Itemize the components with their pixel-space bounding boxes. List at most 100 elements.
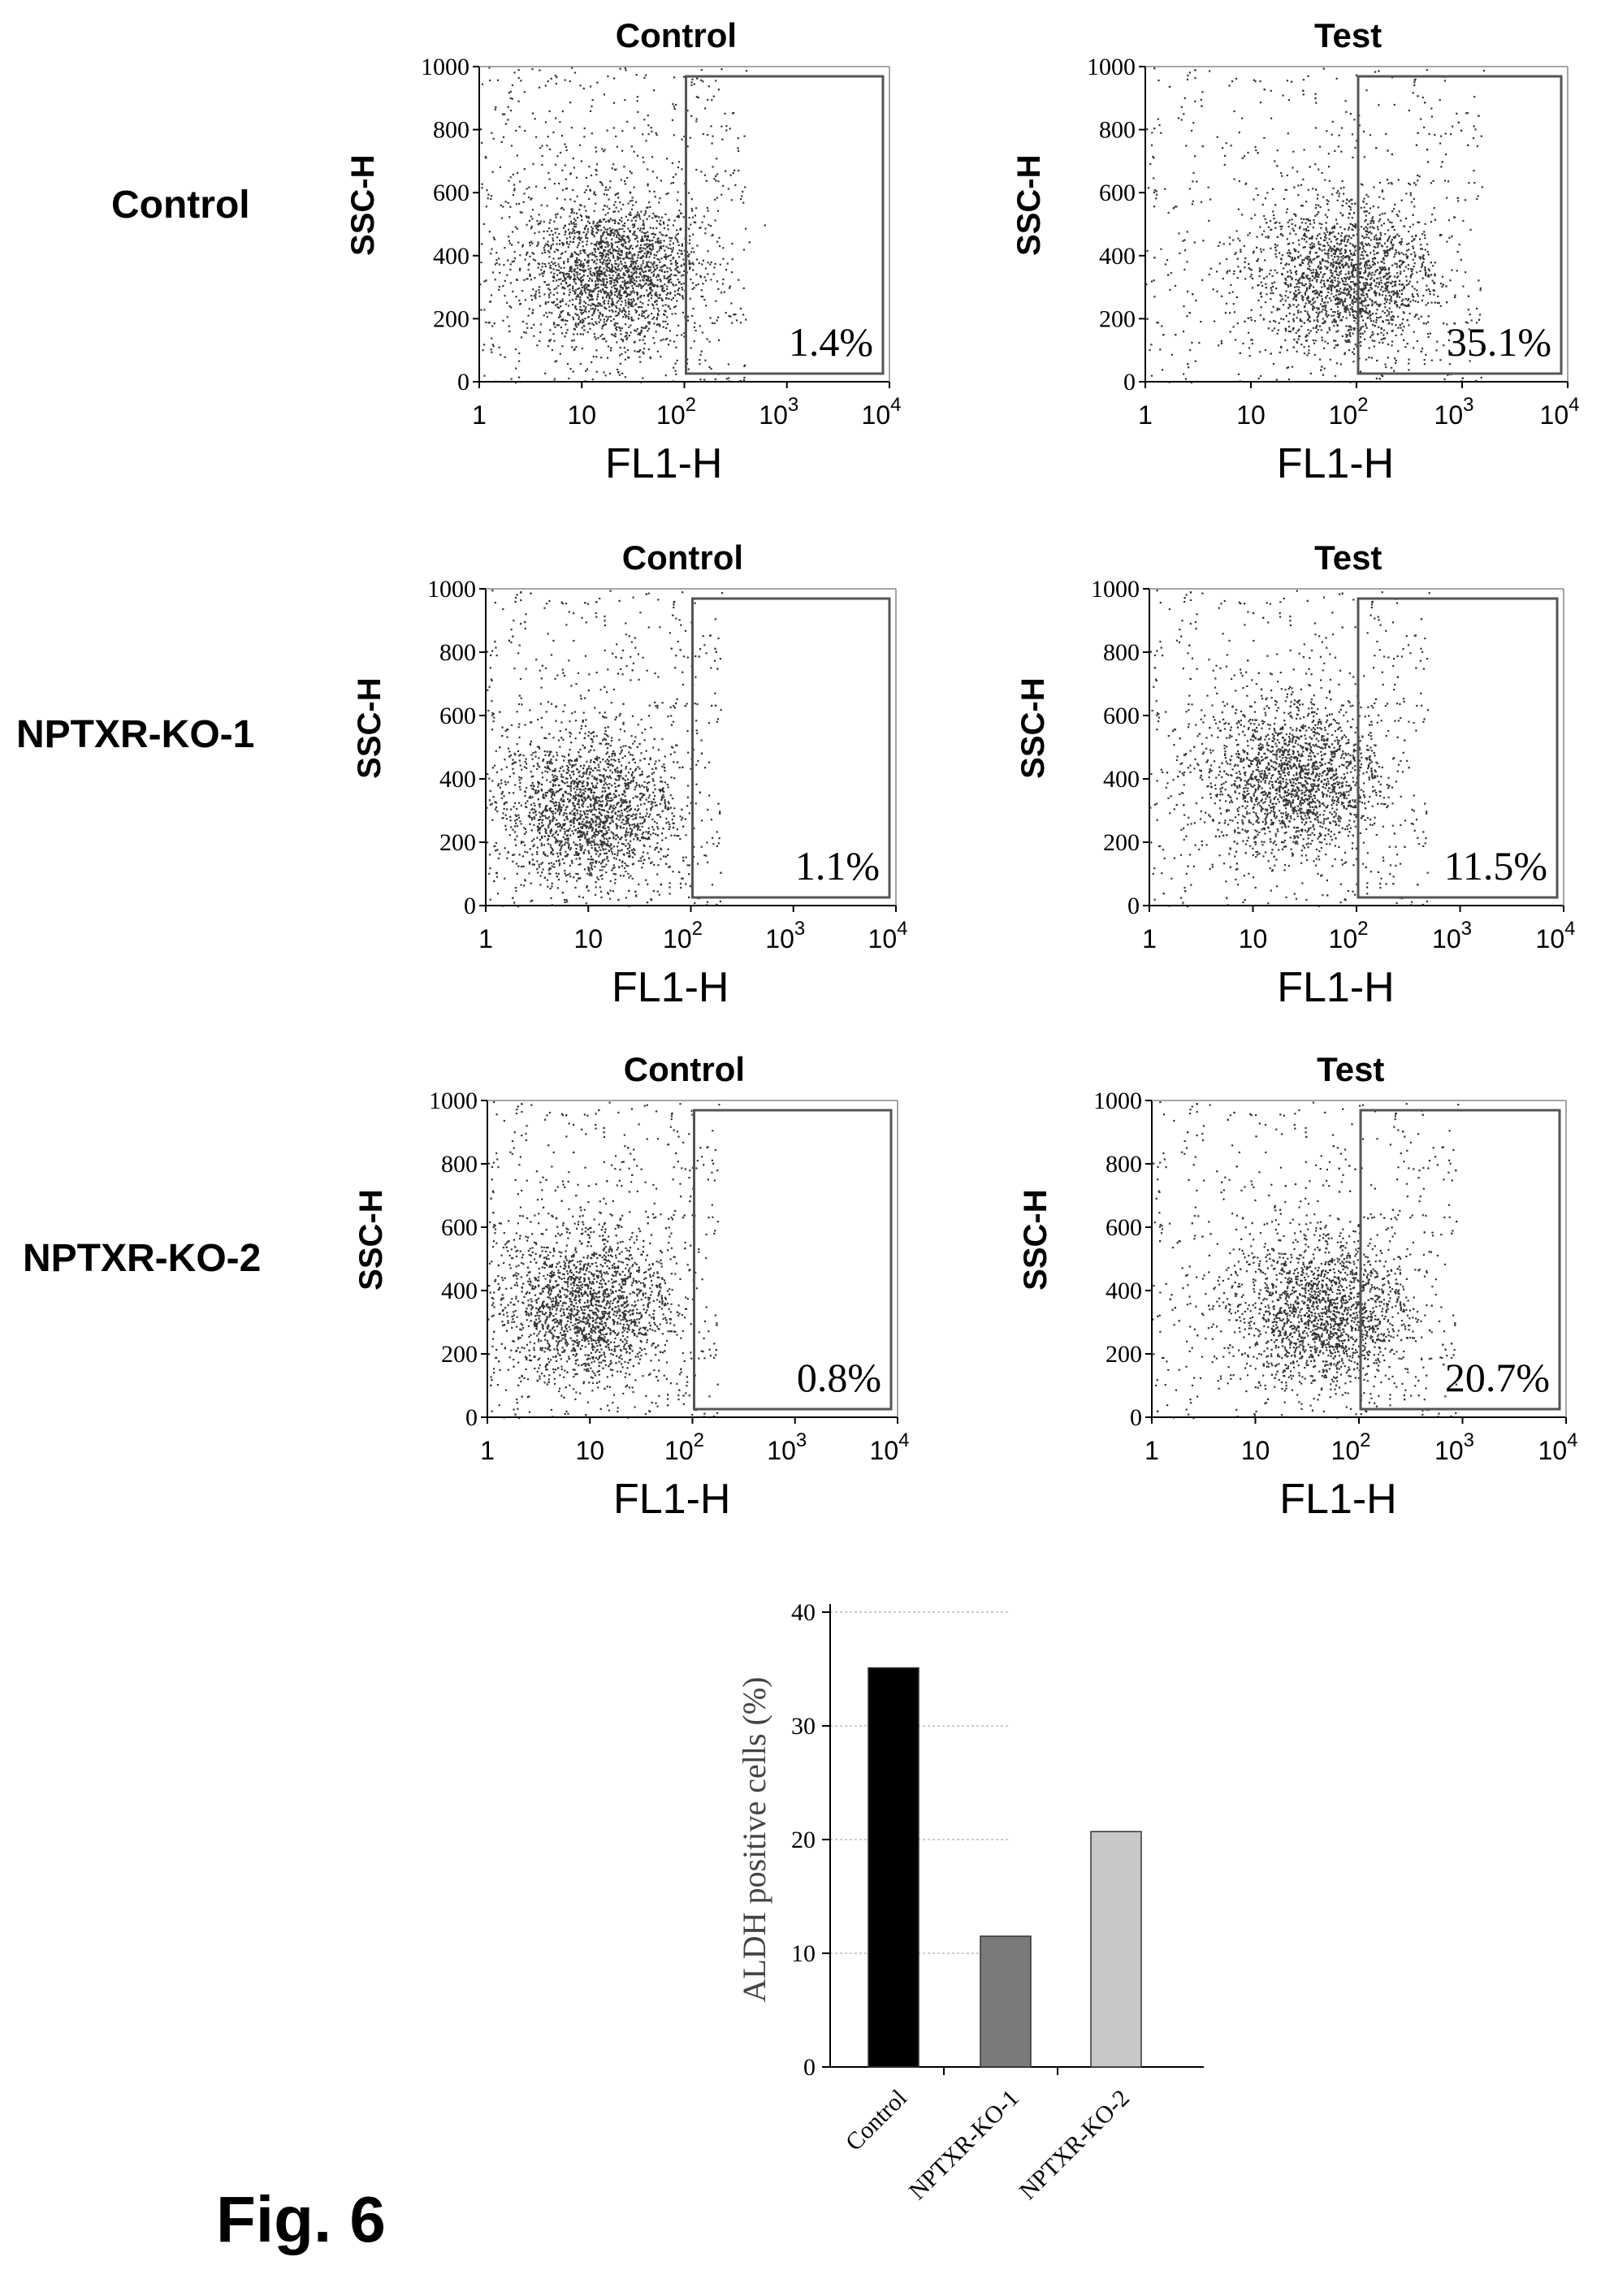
event-dot bbox=[1321, 298, 1323, 301]
event-dot bbox=[1352, 156, 1354, 158]
event-dot bbox=[560, 305, 562, 308]
event-dot bbox=[625, 266, 628, 269]
event-dot bbox=[1260, 292, 1262, 294]
event-dot bbox=[569, 275, 572, 278]
event-dot bbox=[1419, 256, 1421, 258]
event-dot bbox=[1358, 124, 1361, 127]
event-dot bbox=[639, 283, 642, 286]
event-dot bbox=[1326, 241, 1329, 244]
event-dot bbox=[650, 253, 652, 256]
event-dot bbox=[656, 317, 658, 319]
event-dot bbox=[619, 347, 621, 349]
event-dot bbox=[618, 248, 621, 250]
event-dot bbox=[1413, 288, 1416, 290]
event-dot bbox=[561, 271, 564, 274]
event-dot bbox=[639, 218, 642, 220]
event-dot bbox=[581, 313, 583, 315]
event-dot bbox=[651, 263, 654, 266]
event-dot bbox=[1401, 262, 1404, 264]
event-dot bbox=[1400, 326, 1402, 329]
event-dot bbox=[630, 324, 632, 326]
event-dot bbox=[1400, 219, 1402, 222]
event-dot bbox=[483, 309, 486, 311]
event-dot bbox=[655, 254, 657, 257]
event-dot bbox=[603, 150, 605, 153]
event-dot bbox=[707, 210, 709, 212]
event-dot bbox=[626, 287, 629, 289]
event-dot bbox=[513, 251, 516, 253]
event-dot bbox=[1344, 306, 1347, 309]
event-dot bbox=[1164, 188, 1166, 190]
event-dot bbox=[1348, 257, 1351, 259]
event-dot bbox=[569, 256, 572, 258]
event-dot bbox=[1390, 282, 1392, 284]
event-dot bbox=[1412, 299, 1414, 301]
event-dot bbox=[1280, 171, 1283, 175]
event-dot bbox=[571, 304, 574, 306]
event-dot bbox=[669, 292, 672, 294]
event-dot bbox=[642, 285, 645, 288]
gate-percent-label: 1.4% bbox=[789, 319, 873, 365]
event-dot bbox=[662, 221, 664, 223]
event-dot bbox=[571, 208, 573, 210]
event-dot bbox=[560, 326, 562, 329]
event-dot bbox=[676, 262, 678, 265]
event-dot bbox=[603, 321, 605, 323]
event-dot bbox=[688, 217, 690, 219]
event-dot bbox=[575, 271, 578, 274]
event-dot bbox=[633, 269, 635, 271]
event-dot bbox=[628, 269, 630, 271]
event-dot bbox=[1382, 310, 1384, 313]
event-dot bbox=[1251, 343, 1253, 345]
event-dot bbox=[1309, 244, 1312, 246]
event-dot bbox=[1369, 310, 1371, 313]
event-dot bbox=[688, 260, 690, 262]
event-dot bbox=[619, 330, 621, 332]
event-dot bbox=[1412, 258, 1414, 261]
event-dot bbox=[629, 171, 631, 173]
event-dot bbox=[1350, 237, 1352, 240]
event-dot bbox=[1361, 243, 1364, 246]
event-dot bbox=[605, 269, 608, 271]
event-dot bbox=[1343, 283, 1345, 285]
event-dot bbox=[700, 171, 703, 173]
event-dot bbox=[1322, 67, 1325, 70]
event-dot bbox=[1371, 331, 1374, 333]
event-dot bbox=[1391, 315, 1395, 318]
event-dot bbox=[585, 236, 587, 239]
event-dot bbox=[612, 163, 615, 166]
event-dot bbox=[1385, 295, 1387, 297]
event-dot bbox=[1350, 262, 1352, 264]
event-dot bbox=[607, 249, 609, 252]
event-dot bbox=[648, 256, 651, 258]
event-dot bbox=[1341, 301, 1344, 303]
event-dot bbox=[625, 296, 628, 298]
event-dot bbox=[574, 226, 577, 228]
event-dot bbox=[627, 227, 630, 230]
event-dot bbox=[504, 123, 507, 125]
event-dot bbox=[628, 302, 630, 305]
event-dot bbox=[1318, 311, 1321, 313]
event-dot bbox=[659, 247, 661, 249]
event-dot bbox=[1382, 341, 1384, 344]
event-dot bbox=[617, 250, 620, 253]
event-dot bbox=[1345, 235, 1348, 237]
event-dot bbox=[1383, 212, 1386, 214]
event-dot bbox=[588, 197, 591, 201]
event-dot bbox=[519, 254, 521, 257]
event-dot bbox=[1244, 278, 1247, 280]
event-dot bbox=[524, 299, 526, 301]
event-dot bbox=[491, 132, 493, 134]
event-dot bbox=[1371, 260, 1374, 262]
event-dot bbox=[1295, 249, 1297, 252]
event-dot bbox=[1311, 275, 1313, 277]
event-dot bbox=[1373, 222, 1375, 224]
event-dot bbox=[591, 298, 593, 301]
event-dot bbox=[1279, 252, 1281, 254]
event-dot bbox=[1372, 333, 1374, 335]
event-dot bbox=[689, 266, 691, 269]
event-dot bbox=[1304, 305, 1306, 307]
event-dot bbox=[1150, 374, 1153, 377]
event-dot bbox=[650, 127, 652, 129]
event-dot bbox=[641, 237, 643, 240]
